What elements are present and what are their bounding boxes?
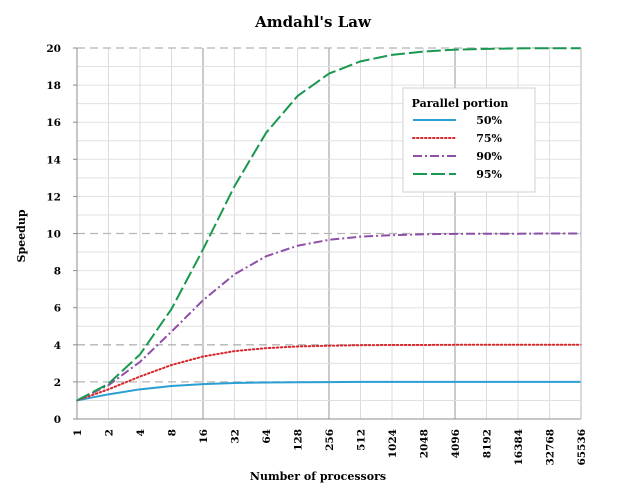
x-tick-label: 128 (293, 429, 305, 451)
y-tick-labels: 0 2 4 6 8 10 12 14 16 18 20 (46, 43, 77, 426)
y-tick-label: 12 (46, 191, 61, 203)
legend: Parallel portion 50% 75% 90% 95% (402, 87, 536, 193)
chart-title: Amdahl's Law (254, 13, 372, 31)
x-tick-label: 1024 (387, 429, 399, 458)
series-line-50pct (76, 380, 581, 402)
legend-items: 50% 75% 90% 95% (412, 114, 503, 181)
series-line-90pct (76, 232, 581, 402)
x-tick-label: 64 (261, 429, 273, 444)
x-tick-label: 16384 (513, 429, 525, 466)
x-tick-label: 1 (72, 429, 84, 436)
y-tick-label: 6 (54, 303, 61, 315)
y-tick-label: 2 (54, 377, 61, 389)
series-line-75pct (76, 343, 582, 402)
x-tick-label: 8 (167, 429, 179, 436)
y-tick-label: 0 (54, 414, 61, 426)
y-tick-label: 16 (46, 117, 61, 129)
x-tick-label: 32768 (545, 429, 557, 466)
x-tick-labels: 1 2 4 8 16 32 64 128 256 512 1024 2048 4096 8192 16384… (72, 429, 588, 466)
y-tick-label: 18 (46, 80, 61, 92)
y-tick-label: 20 (46, 43, 61, 55)
legend-label: 95% (476, 168, 502, 181)
y-tick-label: 4 (54, 340, 61, 352)
x-tick-label: 8192 (482, 429, 494, 458)
legend-title: Parallel portion (412, 97, 509, 110)
y-tick-label: 14 (46, 154, 61, 166)
x-tick-label: 65536 (576, 429, 588, 466)
y-tick-label: 10 (46, 229, 61, 241)
x-axis-label: Number of processors (250, 470, 386, 483)
x-tick-label: 512 (356, 429, 368, 451)
legend-label: 50% (476, 114, 502, 127)
x-tick-label: 4096 (450, 429, 462, 458)
x-tick-label: 256 (324, 429, 336, 451)
x-tick-label: 16 (198, 429, 210, 444)
legend-label: 90% (476, 150, 502, 163)
y-tick-label: 8 (54, 266, 61, 278)
series-lines (76, 47, 582, 402)
x-tick-label: 2 (104, 429, 116, 436)
x-tick-label: 32 (230, 429, 242, 444)
x-tick-label: 4 (135, 429, 147, 436)
legend-label: 75% (476, 132, 502, 145)
y-axis-label: Speedup (15, 209, 28, 262)
series-line-95pct (76, 47, 581, 402)
x-tick-label: 2048 (419, 429, 431, 458)
